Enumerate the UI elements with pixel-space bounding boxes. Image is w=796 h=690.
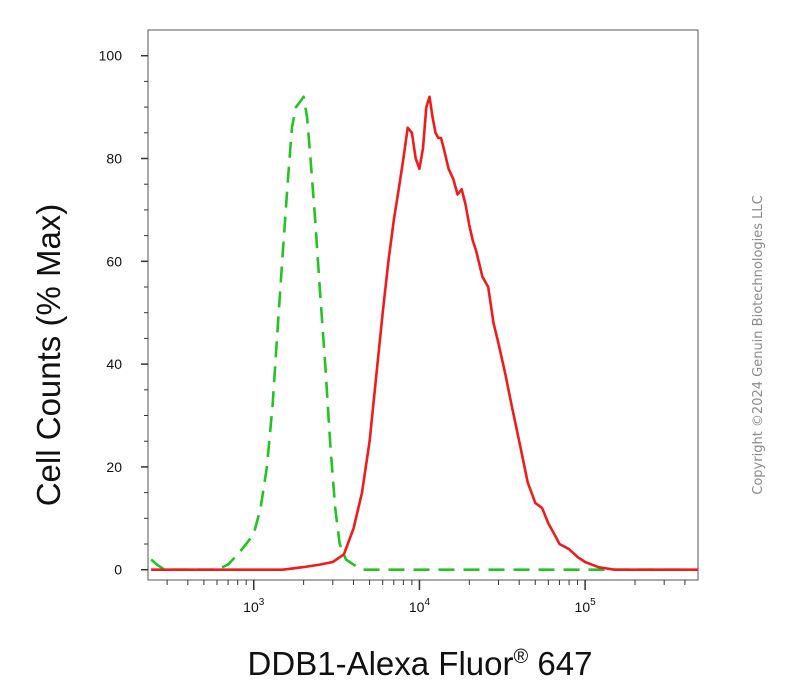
x-tick-label: 104 [409, 597, 431, 615]
series-layer [150, 95, 698, 571]
x-tick-label: 105 [575, 597, 597, 615]
y-tick-label: 0 [114, 562, 122, 578]
x-axis-title-tail: 647 [528, 645, 592, 682]
x-axis-title-main: DDB1-Alexa Fluor [248, 645, 514, 682]
y-tick-label: 60 [106, 253, 122, 269]
y-tick-label: 80 [106, 151, 122, 167]
control-dashed-series-line [150, 95, 685, 571]
x-axis-title-registered: ® [513, 646, 528, 668]
x-tick-label: 103 [243, 597, 265, 615]
x-axis: 103 104 105 [166, 580, 686, 615]
y-tick-label: 40 [106, 356, 122, 372]
y-tick-label: 100 [99, 48, 123, 64]
y-axis: 0 20 40 60 80 100 [99, 48, 148, 578]
plot-frame [147, 29, 699, 581]
x-axis-title: DDB1-Alexa Fluor® 647 [248, 645, 593, 682]
y-axis-title: Cell Counts (% Max) [30, 204, 67, 507]
stained-solid-series-line [151, 95, 698, 571]
y-tick-label: 20 [106, 459, 122, 475]
copyright-watermark: Copyright ©2024 Genuin Biotechnologies L… [751, 195, 766, 494]
